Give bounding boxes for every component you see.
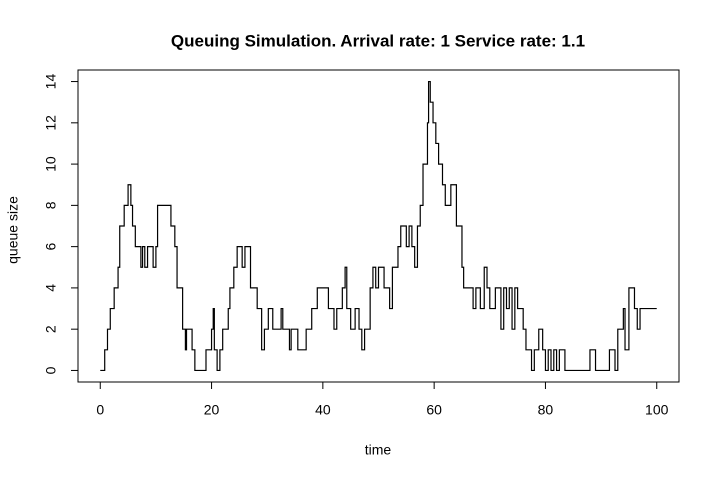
y-tick-label: 4: [43, 284, 59, 292]
x-tick-label: 40: [315, 402, 331, 418]
x-tick-label: 0: [96, 402, 104, 418]
chart-title: Queuing Simulation. Arrival rate: 1 Serv…: [171, 31, 585, 50]
x-tick-label: 100: [645, 402, 669, 418]
y-tick-label: 12: [43, 115, 59, 131]
y-tick-label: 14: [43, 74, 59, 90]
queue-line: [100, 80, 657, 372]
y-tick-label: 0: [43, 366, 59, 374]
plot-frame: [77, 69, 680, 383]
x-tick-label: 20: [204, 402, 220, 418]
y-tick-label: 10: [43, 156, 59, 172]
y-tick-label: 2: [43, 325, 59, 333]
x-tick-label: 80: [538, 402, 554, 418]
y-tick-label: 6: [43, 243, 59, 251]
y-tick-label: 8: [43, 201, 59, 209]
x-tick-label: 60: [426, 402, 442, 418]
x-axis-label: time: [365, 442, 392, 458]
y-axis-label: queue size: [5, 196, 21, 264]
